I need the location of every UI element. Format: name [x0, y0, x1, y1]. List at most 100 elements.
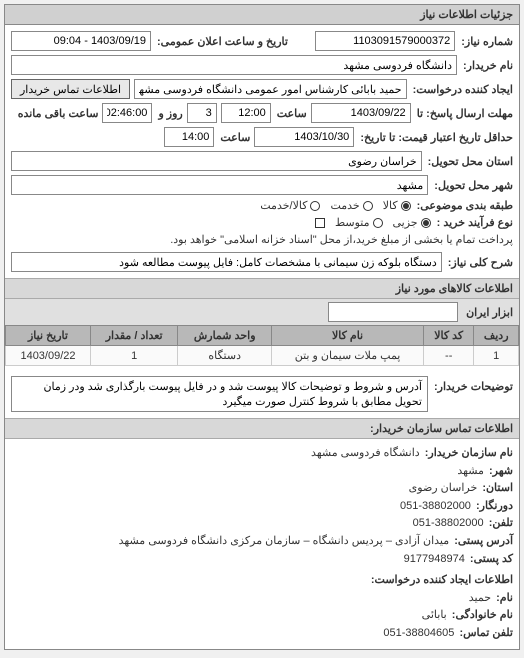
radio-icon — [421, 218, 431, 228]
label-reply-deadline: مهلت ارسال پاسخ: تا — [417, 107, 513, 120]
radio-icon — [363, 201, 373, 211]
label-min-valid-time: ساعت — [220, 131, 250, 144]
contact-block: نام سازمان خریدار: دانشگاه فردوسی مشهد ش… — [5, 439, 519, 649]
input-req-no[interactable] — [315, 31, 455, 51]
label-province: استان محل تحویل: — [428, 155, 513, 168]
label-org: نام سازمان خریدار: — [425, 447, 513, 459]
input-reply-date[interactable] — [311, 103, 411, 123]
input-announce[interactable] — [11, 31, 151, 51]
contact-org: نام سازمان خریدار: دانشگاه فردوسی مشهد — [11, 445, 513, 463]
radio-good[interactable]: کالا — [383, 199, 411, 212]
radio-icon — [401, 201, 411, 211]
table-row: 1 -- پمپ ملات سیمان و بتن دستگاه 1 1403/… — [6, 346, 519, 366]
input-min-valid-time[interactable] — [164, 127, 214, 147]
row-goods-desc: توضیحات خریدار: آدرس و شروط و توضیحات کا… — [11, 376, 513, 412]
goods-desc-block: توضیحات خریدار: آدرس و شروط و توضیحات کا… — [5, 366, 519, 418]
panel-title: جزئیات اطلاعات نیاز — [5, 5, 519, 25]
radio-both-label: کالا/خدمت — [260, 199, 307, 212]
input-summary[interactable] — [11, 252, 442, 272]
radio-both[interactable]: کالا/خدمت — [260, 199, 320, 212]
goods-search-row: ابزار ایران — [5, 299, 519, 325]
label-category: طبقه بندی موضوعی: — [417, 199, 513, 212]
label-name: نام: — [496, 592, 513, 604]
input-requester[interactable] — [134, 79, 407, 99]
row-summary: شرح کلی نیاز: — [11, 252, 513, 272]
label-phone: تلفن: — [489, 517, 513, 529]
radio-good-label: کالا — [383, 199, 398, 212]
input-reply-days[interactable] — [187, 103, 217, 123]
label-city: شهر محل تحویل: — [434, 179, 513, 192]
col-row: ردیف — [474, 326, 519, 346]
treasury-checkbox[interactable] — [315, 218, 325, 228]
contact-pobox: کد پستی: 9177948974 — [11, 551, 513, 569]
details-panel: جزئیات اطلاعات نیاز شماره نیاز: تاریخ و … — [4, 4, 520, 650]
input-search[interactable] — [328, 302, 458, 322]
radio-low-label: جزیی — [393, 216, 418, 229]
row-buyer: نام خریدار: — [11, 55, 513, 75]
textarea-goods-desc[interactable]: آدرس و شروط و توضیحات کالا پیوست شد و در… — [11, 376, 428, 412]
value-address: میدان آزادی – پردیس دانشگاه – سازمان مرک… — [119, 535, 450, 547]
label-goods-desc: توضیحات خریدار: — [434, 376, 513, 393]
cell-row: 1 — [474, 346, 519, 366]
label-reply-remain: ساعت باقی مانده — [18, 107, 99, 120]
value-phone: 38802000-051 — [413, 517, 484, 529]
label-req-no: شماره نیاز: — [461, 35, 513, 48]
label-search: ابزار ایران — [466, 306, 513, 319]
goods-header: اطلاعات کالاهای مورد نیاز — [5, 278, 519, 299]
input-buyer[interactable] — [11, 55, 457, 75]
creator-title: اطلاعات ایجاد کننده درخواست: — [13, 572, 513, 590]
label-address: آدرس پستی: — [454, 535, 513, 547]
input-city[interactable] — [11, 175, 428, 195]
label-tel: تلفن تماس: — [459, 627, 513, 639]
cell-date: 1403/09/22 — [6, 346, 91, 366]
label-summary: شرح کلی نیاز: — [448, 256, 513, 269]
value-name: حمید — [469, 592, 491, 604]
col-date: تاریخ نیاز — [6, 326, 91, 346]
contact-province: استان: خراسان رضوی — [11, 480, 513, 498]
cell-unit: دستگاه — [178, 346, 272, 366]
label-family: نام خانوادگی: — [452, 609, 513, 621]
creator-family: نام خانوادگی: بابائی — [11, 607, 513, 625]
label-province2: استان: — [482, 482, 513, 494]
contact-fax: دورنگار: 38802000-051 — [11, 498, 513, 516]
row-requester: ایجاد کننده درخواست: اطلاعات تماس خریدار — [11, 79, 513, 99]
label-buyer: نام خریدار: — [463, 59, 513, 72]
radio-low[interactable]: جزیی — [393, 216, 431, 229]
radio-icon — [373, 218, 383, 228]
label-city2: شهر: — [489, 465, 513, 477]
value-family: بابائی — [422, 609, 447, 621]
treasury-note: پرداخت تمام یا بخشی از مبلغ خرید،از محل … — [170, 233, 513, 246]
table-header-row: ردیف کد کالا نام کالا واحد شمارش تعداد /… — [6, 326, 519, 346]
buyer-contact-button[interactable]: اطلاعات تماس خریدار — [11, 79, 130, 99]
row-buy-type: نوع فرآیند خرید : جزیی متوسط پرداخت تمام… — [11, 216, 513, 246]
radio-service[interactable]: خدمت — [330, 199, 372, 212]
label-min-valid: حداقل تاریخ اعتبار قیمت: تا تاریخ: — [360, 131, 513, 144]
panel-body: شماره نیاز: تاریخ و ساعت اعلان عمومی: نا… — [5, 25, 519, 278]
contact-city: شهر: مشهد — [11, 463, 513, 481]
cell-qty: 1 — [90, 346, 177, 366]
contact-header: اطلاعات تماس سازمان خریدار: — [5, 418, 519, 439]
input-reply-remain[interactable] — [102, 103, 152, 123]
value-pobox: 9177948974 — [404, 553, 465, 565]
label-reply-time: ساعت — [277, 107, 307, 120]
contact-phone: تلفن: 38802000-051 — [11, 515, 513, 533]
contact-address: آدرس پستی: میدان آزادی – پردیس دانشگاه –… — [11, 533, 513, 551]
buytype-radio-group: جزیی متوسط — [335, 216, 431, 229]
label-pobox: کد پستی: — [470, 553, 513, 565]
creator-tel: تلفن تماس: 38804605-051 — [11, 625, 513, 643]
input-province[interactable] — [11, 151, 422, 171]
label-requester: ایجاد کننده درخواست: — [413, 83, 513, 96]
cell-name: پمپ ملات سیمان و بتن — [272, 346, 424, 366]
label-reply-days: روز و — [158, 107, 182, 120]
col-unit: واحد شمارش — [178, 326, 272, 346]
value-tel: 38804605-051 — [383, 627, 454, 639]
input-reply-time[interactable] — [221, 103, 271, 123]
input-min-valid-date[interactable] — [254, 127, 354, 147]
radio-service-label: خدمت — [330, 199, 359, 212]
col-code: کد کالا — [424, 326, 474, 346]
value-city: مشهد — [457, 465, 484, 477]
radio-mid[interactable]: متوسط — [335, 216, 383, 229]
value-province: خراسان رضوی — [409, 482, 478, 494]
row-category: طبقه بندی موضوعی: کالا خدمت کالا/خدمت — [11, 199, 513, 212]
col-name: نام کالا — [272, 326, 424, 346]
